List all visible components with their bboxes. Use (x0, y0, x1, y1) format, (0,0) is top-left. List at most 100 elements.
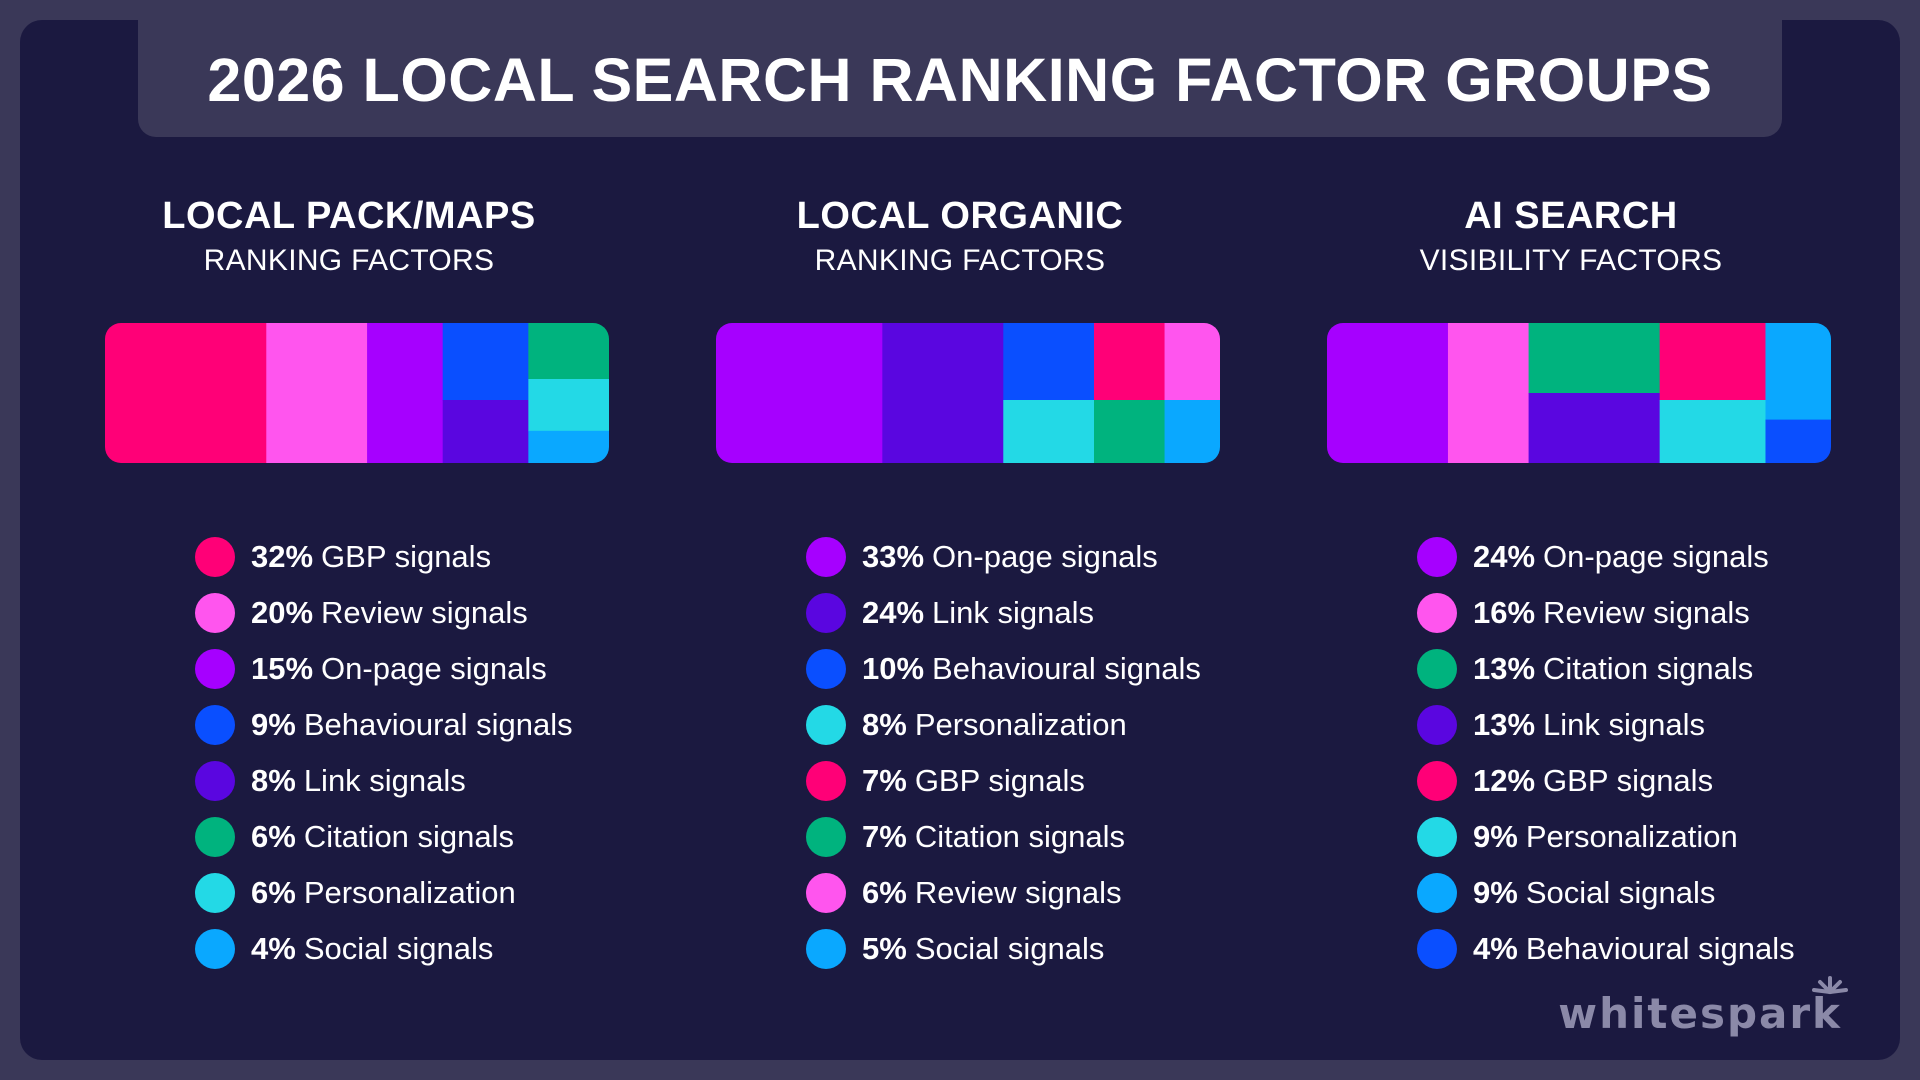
legend-percent: 9% (1473, 819, 1518, 854)
legend-ai-search: 24% On-page signals 16% Review signals 13% Ci… (1417, 529, 1795, 977)
treemap-cell-citation-signals (1528, 323, 1661, 394)
legend-dot-icon (806, 537, 846, 577)
legend-dot-icon (1417, 705, 1457, 745)
legend-item: 15% On-page signals (195, 641, 573, 697)
legend-percent: 13% (1473, 651, 1536, 686)
legend-dot-icon (806, 705, 846, 745)
legend-percent: 10% (862, 651, 925, 686)
legend-label: Behavioural signals (1525, 931, 1795, 966)
legend-label: Link signals (303, 763, 466, 798)
treemap-cell-behavioural-signals (1765, 419, 1831, 463)
legend-percent: 7% (862, 763, 907, 798)
treemap-cell-citation-signals (1094, 400, 1166, 463)
legend-label: Social signals (1525, 875, 1716, 910)
legend-item: 4% Behavioural signals (1417, 921, 1795, 977)
legend-item: 24% On-page signals (1417, 529, 1795, 585)
legend-item: 16% Review signals (1417, 585, 1795, 641)
legend-item: 9% Personalization (1417, 809, 1795, 865)
treemap-cell-personalization (1003, 400, 1095, 463)
legend-item: 12% GBP signals (1417, 753, 1795, 809)
legend-item: 7% Citation signals (806, 809, 1201, 865)
treemap-cell-on-page-signals (1327, 323, 1449, 463)
legend-item: 24% Link signals (806, 585, 1201, 641)
legend-percent: 6% (251, 819, 296, 854)
legend-percent: 6% (862, 875, 907, 910)
legend-dot-icon (806, 929, 846, 969)
legend-dot-icon (195, 649, 235, 689)
column-title: AI SEARCH (1464, 195, 1678, 237)
legend-dot-icon (806, 761, 846, 801)
legend-label: Citation signals (303, 819, 515, 854)
treemap-local-organic (716, 323, 1220, 463)
legend-label: Personalization (1525, 819, 1738, 854)
legend-percent: 24% (862, 595, 925, 630)
legend-percent: 4% (1473, 931, 1518, 966)
treemap-ai-search (1327, 323, 1831, 463)
legend-label: GBP signals (1543, 763, 1714, 798)
legend-item: 20% Review signals (195, 585, 573, 641)
treemap-cell-link-signals (442, 400, 529, 463)
column-header: LOCAL PACK/MAPS RANKING FACTORS (49, 193, 649, 281)
legend-dot-icon (1417, 593, 1457, 633)
legend-local-pack: 32% GBP signals 20% Review signals 15% On-pag… (195, 529, 573, 977)
legend-dot-icon (1417, 649, 1457, 689)
legend-label: Social signals (914, 931, 1105, 966)
legend-dot-icon (1417, 761, 1457, 801)
title-bar: 2026 LOCAL SEARCH RANKING FACTOR GROUPS (138, 20, 1782, 137)
legend-percent: 9% (1473, 875, 1518, 910)
legend-dot-icon (195, 537, 235, 577)
treemap-cell-review-signals (1164, 323, 1220, 401)
legend-dot-icon (1417, 873, 1457, 913)
legend-label: On-page signals (1543, 539, 1769, 574)
treemap-cell-review-signals (266, 323, 368, 463)
legend-label: Review signals (1543, 595, 1750, 630)
legend-local-organic: 33% On-page signals 24% Link signals 10% Beha… (806, 529, 1201, 977)
legend-label: GBP signals (914, 763, 1085, 798)
legend-dot-icon (195, 817, 235, 857)
legend-label: Review signals (914, 875, 1122, 910)
legend-dot-icon (1417, 817, 1457, 857)
legend-label: Personalization (914, 707, 1127, 742)
treemap-cell-social-signals (1765, 323, 1831, 421)
treemap-cell-behavioural-signals (1003, 323, 1095, 401)
legend-percent: 8% (251, 763, 296, 798)
legend-dot-icon (806, 649, 846, 689)
legend-percent: 9% (251, 707, 296, 742)
brand-logo: whitespark (1558, 989, 1842, 1038)
column-subtitle: RANKING FACTORS (203, 244, 495, 277)
legend-percent: 6% (251, 875, 296, 910)
page-title: 2026 LOCAL SEARCH RANKING FACTOR GROUPS (207, 46, 1713, 114)
legend-dot-icon (806, 817, 846, 857)
column-subtitle: VISIBILITY FACTORS (1419, 244, 1723, 277)
legend-percent: 15% (251, 651, 314, 686)
legend-percent: 20% (251, 595, 314, 630)
legend-item: 6% Citation signals (195, 809, 573, 865)
legend-dot-icon (195, 929, 235, 969)
legend-percent: 33% (862, 539, 925, 574)
legend-percent: 8% (862, 707, 907, 742)
legend-item: 7% GBP signals (806, 753, 1201, 809)
legend-item: 10% Behavioural signals (806, 641, 1201, 697)
legend-label: GBP signals (321, 539, 492, 574)
column-title: LOCAL ORGANIC (796, 195, 1124, 237)
legend-label: Review signals (321, 595, 528, 630)
treemap-cell-behavioural-signals (442, 323, 529, 401)
legend-percent: 13% (1473, 707, 1536, 742)
spark-icon (1812, 976, 1848, 994)
column-header: LOCAL ORGANIC RANKING FACTORS (660, 193, 1260, 281)
legend-dot-icon (1417, 929, 1457, 969)
legend-item: 32% GBP signals (195, 529, 573, 585)
legend-label: Behavioural signals (303, 707, 573, 742)
legend-item: 8% Personalization (806, 697, 1201, 753)
column-subtitle: RANKING FACTORS (814, 244, 1106, 277)
legend-label: On-page signals (932, 539, 1158, 574)
legend-label: Social signals (303, 931, 494, 966)
legend-item: 8% Link signals (195, 753, 573, 809)
legend-item: 13% Citation signals (1417, 641, 1795, 697)
treemap-cell-social-signals (1164, 400, 1220, 463)
legend-item: 13% Link signals (1417, 697, 1795, 753)
treemap-svg (105, 323, 609, 463)
legend-percent: 5% (862, 931, 907, 966)
treemap-local-pack (105, 323, 609, 463)
legend-label: Link signals (1543, 707, 1706, 742)
